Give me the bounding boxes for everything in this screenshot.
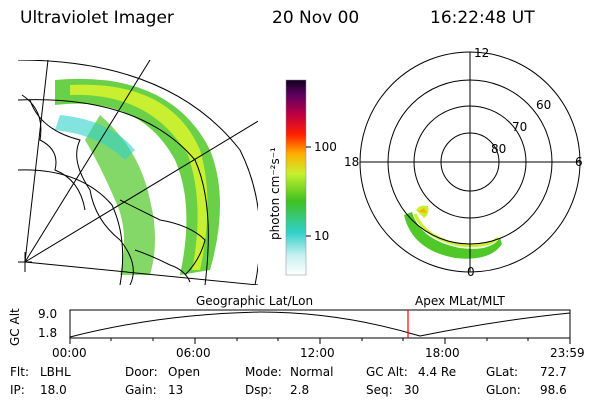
info-gain-value: 13	[168, 383, 184, 397]
info-flt-value: LBHL	[40, 365, 71, 379]
info-glon-value: 98.6	[540, 383, 567, 397]
altitude-timeline	[69, 309, 571, 344]
info-ip-key: IP:	[10, 383, 25, 397]
info-seq-key: Seq:	[366, 383, 393, 397]
mlt-label-6: 6	[575, 155, 583, 169]
instrument-title: Ultraviolet Imager	[20, 8, 174, 28]
info-dsp-value: 2.8	[290, 383, 310, 397]
info-glat-value: 72.7	[540, 365, 567, 379]
geographic-coords-title: Geographic Lat/Lon	[196, 294, 314, 308]
info-gcalt-key: GC Alt:	[366, 365, 408, 379]
colorbar-tick-100: 100	[314, 140, 337, 154]
time-tick-1800: 18:00	[425, 346, 460, 360]
info-mode-key: Mode:	[245, 365, 282, 379]
info-ip-value: 18.0	[40, 383, 67, 397]
colorbar	[285, 79, 307, 276]
apex-coords-title: Apex MLat/MLT	[415, 294, 505, 308]
info-glat-key: GLat:	[486, 365, 519, 379]
mlt-label-12: 12	[474, 46, 490, 60]
lat-label-70: 70	[512, 120, 528, 134]
time-tick-1200: 12:00	[300, 346, 335, 360]
info-gain-key: Gain:	[125, 383, 157, 397]
gc-alt-tick-low: 1.8	[38, 326, 58, 340]
lat-label-60: 60	[536, 98, 552, 112]
info-door-key: Door:	[125, 365, 158, 379]
colorbar-unit-label: photon cm⁻²s⁻¹	[268, 147, 282, 240]
mlt-label-18: 18	[344, 155, 360, 169]
info-flt-key: Flt:	[10, 365, 29, 379]
date-label: 20 Nov 00	[272, 8, 360, 28]
info-dsp-key: Dsp:	[245, 383, 273, 397]
info-mode-value: Normal	[290, 365, 334, 379]
info-gcalt-value: 4.4 Re	[418, 365, 457, 379]
gc-alt-tick-high: 9.0	[38, 307, 58, 321]
geographic-map	[18, 60, 258, 285]
mlt-label-0: 0	[467, 265, 475, 279]
info-door-value: Open	[168, 365, 201, 379]
time-tick-2359: 23:59	[550, 346, 585, 360]
colorbar-tick-10: 10	[314, 229, 330, 243]
info-glon-key: GLon:	[486, 383, 521, 397]
time-label: 16:22:48 UT	[430, 8, 535, 28]
time-tick-0600: 06:00	[176, 346, 211, 360]
gc-alt-axis-label: GC Alt	[8, 308, 22, 346]
time-tick-0000: 00:00	[52, 346, 87, 360]
polar-plot	[359, 51, 581, 273]
info-seq-value: 30	[404, 383, 420, 397]
lat-label-80: 80	[491, 142, 507, 156]
